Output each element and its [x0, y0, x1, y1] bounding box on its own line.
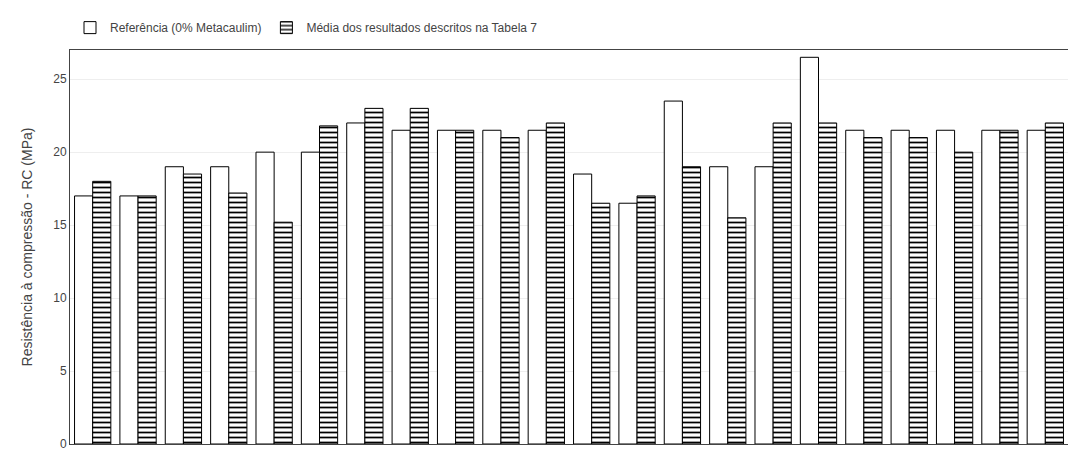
svg-text:Referência (0% Metacaulim): Referência (0% Metacaulim)	[110, 21, 261, 35]
svg-text:25: 25	[53, 72, 67, 86]
svg-text:20: 20	[53, 145, 67, 159]
svg-text:10: 10	[53, 291, 67, 305]
svg-text:Média dos resultados descritos: Média dos resultados descritos na Tabela…	[306, 21, 537, 35]
svg-text:5: 5	[60, 364, 67, 378]
svg-text:Resistência à compressão - RC: Resistência à compressão - RC (MPa)	[19, 128, 35, 367]
svg-text:15: 15	[53, 218, 67, 232]
svg-text:0: 0	[60, 437, 67, 451]
